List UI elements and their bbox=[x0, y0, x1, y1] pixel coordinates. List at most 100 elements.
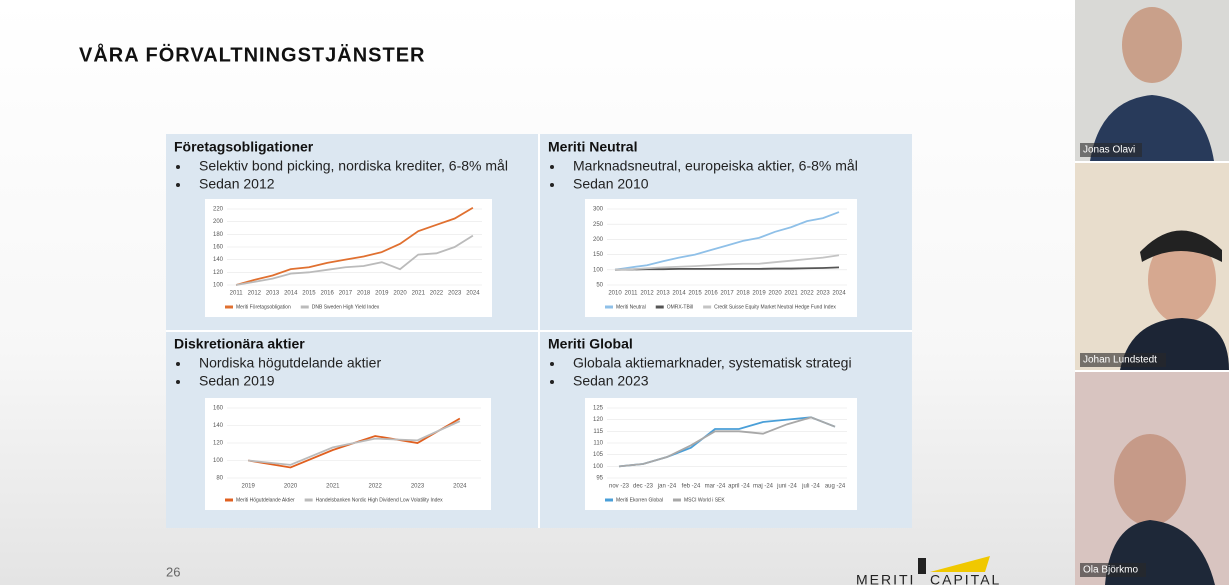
x-tick-label: 2016 bbox=[320, 291, 334, 297]
legend-label: DNB Sweden High Yield Index bbox=[312, 304, 380, 310]
legend-label: Meriti Neutral bbox=[616, 304, 646, 310]
x-tick-label: 2014 bbox=[672, 291, 686, 297]
series-line bbox=[614, 266, 840, 271]
legend-swatch bbox=[703, 305, 712, 309]
participant-name: Ola Björkmo bbox=[1083, 565, 1138, 576]
logo-mark bbox=[918, 558, 926, 574]
person bbox=[1148, 236, 1216, 324]
video-tiles: Jonas Olavi Johan Lundstedt Ola Björkmo bbox=[1075, 0, 1229, 585]
series-line bbox=[248, 420, 461, 466]
y-tick-label: 150 bbox=[593, 252, 604, 258]
chart-box bbox=[205, 398, 491, 510]
legend-label: OMRX-TBill bbox=[667, 304, 693, 310]
x-tick-label: 2017 bbox=[720, 291, 734, 297]
x-tick-label: 2019 bbox=[241, 484, 255, 490]
y-tick-label: 100 bbox=[213, 458, 224, 464]
participant-name: Jonas Olavi bbox=[1083, 145, 1135, 156]
y-tick-label: 140 bbox=[213, 257, 224, 263]
x-tick-label: 2024 bbox=[466, 291, 480, 297]
bullet bbox=[550, 165, 554, 169]
panel-heading: Diskretionära aktier bbox=[174, 336, 305, 352]
legend-swatch bbox=[225, 305, 233, 309]
y-tick-label: 100 bbox=[593, 267, 604, 273]
x-tick-label: aug -24 bbox=[825, 484, 846, 490]
y-tick-label: 105 bbox=[593, 452, 604, 458]
x-tick-label: mar -24 bbox=[705, 484, 726, 490]
legend-label: MSCI World i SEK bbox=[684, 497, 725, 503]
legend-label: Meriti Ekorren Global bbox=[616, 497, 663, 503]
bullet bbox=[550, 380, 554, 384]
x-tick-label: 2013 bbox=[266, 291, 280, 297]
logo-mark bbox=[930, 556, 990, 572]
y-tick-label: 220 bbox=[213, 207, 224, 213]
y-tick-label: 120 bbox=[593, 417, 604, 423]
series-line bbox=[614, 211, 840, 271]
x-tick-label: 2019 bbox=[752, 291, 766, 297]
series-line bbox=[618, 416, 836, 468]
x-tick-label: jan -24 bbox=[657, 484, 677, 490]
x-tick-label: 2018 bbox=[736, 291, 750, 297]
bullet bbox=[176, 183, 180, 187]
bullet-text: Globala aktiemarknader, systematisk stra… bbox=[573, 355, 852, 371]
x-tick-label: 2019 bbox=[375, 291, 389, 297]
x-tick-label: 2015 bbox=[688, 291, 702, 297]
x-tick-label: dec -23 bbox=[633, 484, 654, 490]
x-tick-label: 2020 bbox=[284, 484, 298, 490]
legend-label: Credit Suisse Equity Market Neutral Hedg… bbox=[714, 304, 836, 310]
x-tick-label: 2020 bbox=[768, 291, 782, 297]
y-tick-label: 300 bbox=[593, 207, 604, 213]
y-tick-label: 180 bbox=[213, 232, 224, 238]
name-tag bbox=[1080, 143, 1142, 157]
y-tick-label: 125 bbox=[593, 406, 604, 412]
bullet-text: Sedan 2010 bbox=[573, 176, 649, 192]
y-tick-label: 200 bbox=[593, 237, 604, 243]
y-tick-label: 160 bbox=[213, 245, 224, 251]
bullet bbox=[550, 362, 554, 366]
participant-name: Johan Lundstedt bbox=[1083, 355, 1157, 366]
x-tick-label: 2022 bbox=[430, 291, 444, 297]
bullet-text: Sedan 2019 bbox=[199, 373, 275, 389]
x-tick-label: 2022 bbox=[368, 484, 382, 490]
panel-heading: Meriti Neutral bbox=[548, 139, 637, 155]
x-tick-label: 2023 bbox=[411, 484, 425, 490]
legend-label: Handelsbanken Nordic High Dividend Low V… bbox=[316, 497, 444, 503]
person bbox=[1122, 7, 1182, 83]
page-number: 26 bbox=[166, 564, 180, 579]
bullet bbox=[176, 362, 180, 366]
legend-swatch bbox=[655, 305, 664, 309]
y-tick-label: 250 bbox=[593, 222, 604, 228]
x-tick-label: juni -24 bbox=[776, 484, 797, 490]
bullet bbox=[176, 165, 180, 169]
panel-heading: Företagsobligationer bbox=[174, 139, 314, 155]
legend-swatch bbox=[300, 305, 309, 309]
x-tick-label: feb -24 bbox=[682, 484, 701, 490]
legend-swatch bbox=[605, 305, 613, 309]
x-tick-label: 2021 bbox=[784, 291, 798, 297]
x-tick-label: 2011 bbox=[625, 291, 639, 297]
series-line bbox=[614, 254, 840, 271]
y-tick-label: 160 bbox=[213, 406, 224, 412]
y-tick-label: 95 bbox=[596, 476, 603, 482]
x-tick-label: 2010 bbox=[608, 291, 622, 297]
x-tick-label: 2014 bbox=[284, 291, 298, 297]
y-tick-label: 140 bbox=[213, 423, 224, 429]
x-tick-label: nov -23 bbox=[609, 484, 630, 490]
x-tick-label: 2013 bbox=[656, 291, 670, 297]
person bbox=[1140, 230, 1222, 262]
x-tick-label: 2024 bbox=[832, 291, 846, 297]
legend-label: Meriti Företagsobligation bbox=[236, 304, 291, 310]
series-line bbox=[235, 234, 474, 286]
x-tick-label: 2023 bbox=[816, 291, 830, 297]
y-tick-label: 80 bbox=[216, 476, 223, 482]
y-tick-label: 100 bbox=[213, 283, 224, 289]
bullet-text: Sedan 2012 bbox=[199, 176, 275, 192]
y-tick-label: 110 bbox=[593, 441, 603, 447]
y-tick-label: 50 bbox=[596, 283, 603, 289]
x-tick-label: 2016 bbox=[704, 291, 718, 297]
x-tick-label: 2018 bbox=[357, 291, 371, 297]
x-tick-label: 2011 bbox=[230, 291, 244, 297]
x-tick-label: 2022 bbox=[800, 291, 814, 297]
legend-swatch bbox=[605, 498, 613, 502]
bullet-text: Nordiska högutdelande aktier bbox=[199, 355, 381, 371]
legend-label: Meriti Högutdelande Aktier bbox=[236, 497, 295, 503]
